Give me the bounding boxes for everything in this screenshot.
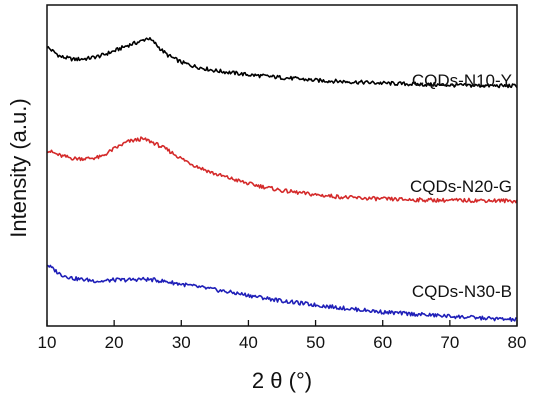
x-tick-label-50: 50 [306,333,325,352]
x-tick-label-80: 80 [508,333,527,352]
series-line-cqds-n20-g [46,136,518,204]
series-label-cqds-n10-y: CQDs-N10-Y [412,71,512,90]
x-tick-label-70: 70 [440,333,459,352]
x-tick-label-30: 30 [172,333,191,352]
series-labels: CQDs-N10-Y CQDs-N20-G CQDs-N30-B [410,71,512,301]
series-line-cqds-n30-b [46,264,518,322]
x-tick-label-60: 60 [373,333,392,352]
x-tick-label-10: 10 [38,333,57,352]
y-axis-title: Intensity (a.u.) [6,98,31,237]
series-label-cqds-n30-b: CQDs-N30-B [412,282,512,301]
x-axis-title: 2 θ (°) [252,368,312,393]
x-tick-label-40: 40 [239,333,258,352]
series-label-cqds-n20-g: CQDs-N20-G [410,177,512,196]
curves-layer [46,37,518,322]
plot-frame [46,4,518,327]
x-axis-ticks [46,320,518,326]
x-tick-label-20: 20 [105,333,124,352]
x-axis-tick-labels: 10 20 30 40 50 60 70 80 [38,333,527,352]
series-line-cqds-n10-y [46,37,518,89]
